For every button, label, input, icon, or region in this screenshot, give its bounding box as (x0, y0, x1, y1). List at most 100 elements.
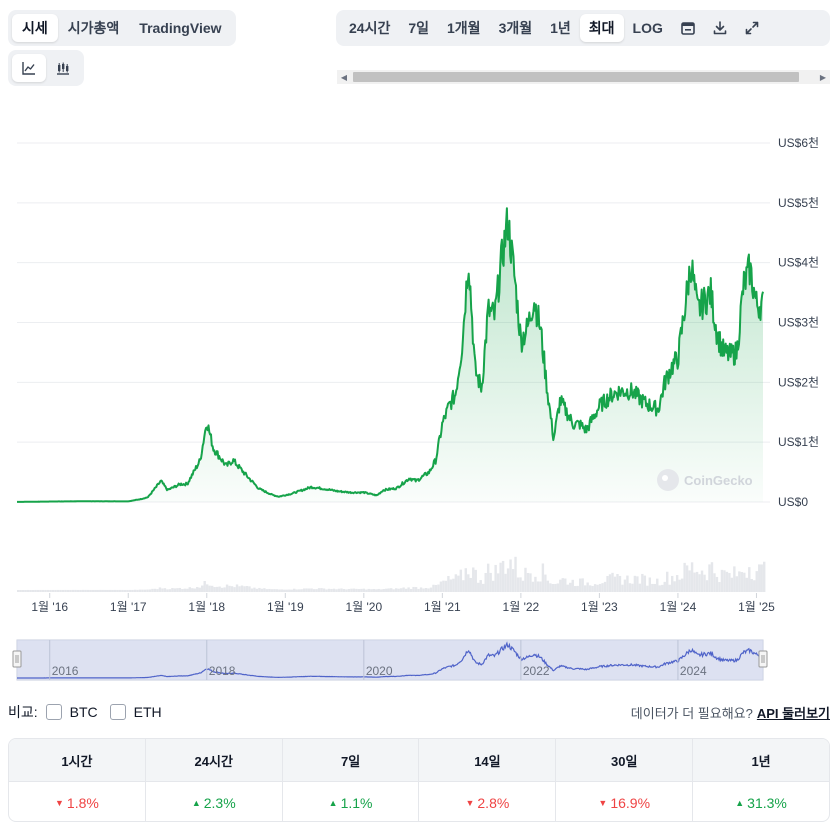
volume-bar (526, 572, 530, 592)
x-tick-label: 1월 '18 (188, 600, 225, 614)
candlestick-chart-button[interactable] (46, 54, 80, 82)
price-chart[interactable]: US$0 US$1천 US$2천 US$3천 US$4천 US$5천 US$6천 1월 '1… (0, 0, 840, 700)
compare-eth-checkbox[interactable] (109, 704, 126, 720)
svg-text:CoinGecko: CoinGecko (684, 473, 753, 488)
volume-bar (509, 559, 512, 592)
y-tick-label: US$0 (778, 495, 808, 509)
volume-bar (367, 588, 371, 592)
volume-bar (342, 588, 346, 592)
performance-header-row: 1시간 24시간 7일 14일 30일 1년 (9, 739, 829, 781)
volume-bar (208, 585, 211, 592)
volume-bar (593, 584, 597, 592)
volume-bar (186, 588, 189, 592)
volume-bar (280, 589, 283, 592)
log-scale-button[interactable]: LOG (632, 20, 663, 36)
volume-bar (728, 573, 731, 592)
tab-price[interactable]: 시세 (12, 14, 58, 42)
volume-bar (608, 574, 612, 592)
range-1m-button[interactable]: 1개월 (447, 20, 481, 36)
volume-bar (146, 589, 149, 592)
range-max-button[interactable]: 최대 (579, 14, 624, 42)
volume-bar (248, 586, 251, 592)
performance-values-row: ▼ 1.8% ▲ 2.3% ▲ 1.1% ▼ 2.8% ▼ 16.9% ▲ 31.3% (9, 781, 829, 821)
volume-bar (658, 585, 661, 592)
volume-bar (715, 576, 719, 592)
performance-value: ▼ 16.9% (556, 782, 694, 821)
volume-bar (39, 589, 42, 592)
volume-bar (362, 588, 366, 592)
volume-bar (49, 589, 52, 592)
range-7d-button[interactable]: 7일 (408, 20, 430, 36)
compare-btc-label[interactable]: BTC (69, 704, 98, 720)
volume-bar (402, 587, 405, 592)
volume-bar (636, 576, 639, 592)
volume-bar (347, 589, 351, 592)
scrollbar-thumb[interactable] (353, 72, 799, 82)
compare-row: 비교: BTC ETH (8, 702, 162, 722)
volume-bar (623, 579, 627, 592)
volume-bar (427, 588, 430, 592)
volume-bar (539, 581, 542, 592)
volume-bar (81, 589, 85, 592)
volume-bar (302, 588, 306, 592)
volume-bar (158, 587, 162, 592)
volume-bar (564, 578, 567, 592)
line-chart-button[interactable] (12, 54, 46, 82)
range-1y-button[interactable]: 1년 (550, 20, 571, 36)
volume-bar (516, 577, 520, 592)
volume-bar (210, 585, 214, 592)
volume-bar (755, 571, 758, 592)
volume-bar (163, 588, 167, 592)
x-tick-label: 1월 '20 (345, 600, 382, 614)
volume-bar (698, 574, 701, 592)
volume-bar (601, 583, 604, 592)
volume-bar (506, 568, 510, 592)
date-range-button[interactable] (672, 14, 704, 42)
range-24h-button[interactable]: 24시간 (349, 20, 391, 36)
volume-bar (385, 588, 388, 592)
chart-scrollbar[interactable]: ◀ ▶ (337, 70, 830, 84)
volume-bar (265, 589, 269, 592)
scroll-right-icon[interactable]: ▶ (819, 72, 827, 82)
compare-btc-checkbox[interactable] (45, 704, 62, 720)
navigator-handle-right[interactable] (758, 650, 768, 668)
download-button[interactable] (704, 14, 736, 42)
tab-tradingview[interactable]: TradingView (139, 20, 222, 36)
volume-bar (151, 588, 154, 592)
volume-bars (17, 556, 766, 592)
volume-bar (305, 588, 308, 592)
compare-eth-label[interactable]: ETH (133, 704, 162, 720)
api-link[interactable]: API 둘러보기 (756, 706, 830, 721)
volume-bar (571, 579, 574, 592)
navigator-handle-left[interactable] (12, 650, 22, 668)
volume-bar (675, 575, 679, 592)
volume-bar (19, 589, 22, 592)
volume-bar (422, 588, 425, 592)
volume-bar (230, 586, 234, 592)
watermark: CoinGecko (657, 469, 753, 491)
volume-bar (128, 589, 132, 592)
calendar-icon (681, 22, 695, 35)
range-3m-button[interactable]: 3개월 (498, 20, 533, 36)
volume-bar (491, 580, 495, 592)
volume-bar (621, 584, 624, 592)
volume-bar (459, 569, 463, 592)
scroll-left-icon[interactable]: ◀ (340, 72, 348, 82)
volume-bar (591, 585, 594, 592)
volume-bar (335, 589, 338, 592)
performance-value: ▲ 2.3% (146, 782, 283, 821)
volume-bar (109, 589, 112, 592)
x-tick-label: 1월 '22 (503, 600, 540, 614)
range-navigator[interactable]: 2016 2018 2020 2022 2024 (12, 639, 768, 681)
y-tick-label: US$3천 (778, 315, 819, 330)
volume-bar (511, 569, 515, 592)
volume-bar (392, 589, 395, 592)
volume-bar (583, 585, 587, 592)
tab-market-cap[interactable]: 시가총액 (67, 20, 120, 36)
volume-bar (213, 587, 216, 592)
fullscreen-button[interactable] (736, 14, 768, 42)
volume-bar (34, 589, 37, 592)
volume-bar (205, 584, 209, 592)
volume-bar (663, 581, 666, 592)
volume-bar (235, 584, 239, 592)
